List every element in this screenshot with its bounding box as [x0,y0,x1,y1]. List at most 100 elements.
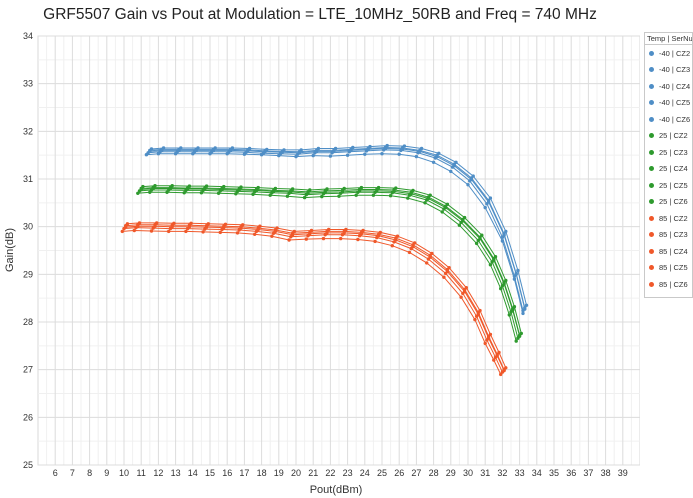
data-point [423,201,427,205]
data-point [511,308,515,312]
legend-item[interactable]: 25 | CZ6 [645,194,692,211]
data-point [409,192,413,196]
legend-item[interactable]: 85 | CZ6 [645,276,692,293]
data-point [258,224,262,228]
data-point [280,150,284,154]
data-point [294,154,298,159]
legend-label: -40 | CZ3 [659,65,691,75]
x-tick-label: 24 [360,468,370,478]
data-point [239,185,243,189]
x-tick-label: 31 [480,468,490,478]
data-point [497,350,501,355]
data-point [290,187,295,191]
x-tick-label: 37 [583,468,593,478]
data-point [411,245,415,249]
legend-item[interactable]: -40 | CZ4 [645,78,692,95]
x-tick-label: 11 [137,468,146,478]
legend-item[interactable]: 85 | CZ2 [645,210,692,227]
legend-item[interactable]: 25 | CZ3 [645,144,692,161]
x-tick-label: 26 [394,468,404,478]
x-tick-label: 15 [205,468,215,478]
data-point [419,146,424,151]
data-point [504,366,508,370]
legend-item[interactable]: 85 | CZ4 [645,243,692,260]
data-point [461,219,465,223]
data-point [356,237,360,242]
data-point [141,184,145,189]
legend-item[interactable]: 85 | CZ3 [645,227,692,244]
x-tick-label: 17 [239,468,249,478]
legend-item[interactable]: 25 | CZ5 [645,177,692,194]
data-point [327,227,331,232]
data-point [149,229,154,233]
legend-label: 85 | CZ5 [659,263,688,273]
data-point [203,187,207,191]
data-point [339,236,343,241]
data-point [504,229,508,234]
data-point [185,187,190,191]
data-point [402,144,407,148]
data-point [473,317,477,322]
data-point [302,195,307,200]
legend-item[interactable]: 25 | CZ2 [645,128,692,145]
legend-item[interactable]: 85 | CZ5 [645,260,692,277]
data-point [442,275,446,279]
data-point [469,177,474,182]
data-point [354,193,358,197]
x-tick-label: 22 [325,468,335,478]
data-point [492,258,496,262]
x-tick-label: 34 [532,468,542,478]
data-point [306,191,310,195]
series-13 [122,225,505,374]
data-point [406,196,410,200]
data-point [287,238,291,242]
data-point [325,187,329,191]
data-point [368,144,372,149]
data-point [516,268,520,273]
data-point [464,286,468,290]
data-point [435,154,439,159]
legend-label: -40 | CZ5 [659,98,691,108]
data-point [418,149,422,154]
legend-label: -40 | CZ4 [659,81,691,91]
series-lines [120,143,529,377]
data-point [371,193,376,197]
data-point [151,186,155,191]
data-point [351,145,355,150]
legend-label: 85 | CZ3 [659,230,688,240]
data-point [220,187,224,192]
data-point [321,236,326,241]
data-point [437,151,441,155]
data-point [271,189,276,194]
y-tick-label: 30 [23,222,33,232]
legend-item[interactable]: -40 | CZ5 [645,95,692,112]
legend-swatch [649,281,654,287]
data-point [392,189,396,194]
data-point [187,225,192,229]
data-point [218,230,222,235]
data-point [366,147,370,152]
data-point [228,148,233,153]
data-point [328,154,333,158]
legend-item[interactable]: -40 | CZ6 [645,111,692,128]
data-point [153,224,157,228]
data-point [486,200,491,204]
legend-item[interactable]: -40 | CZ3 [645,62,692,79]
series-line [148,149,524,311]
data-point [239,226,243,230]
x-tick-label: 35 [549,468,559,478]
legend-swatch [649,50,654,56]
series-8 [137,188,520,340]
x-axis-label: Pout(dBm) [310,484,363,496]
legend-item[interactable]: -40 | CZ2 [645,45,692,62]
legend-swatch [649,100,654,106]
data-point [488,332,493,337]
legend-swatch [649,149,654,155]
legend-swatch [649,182,654,188]
data-point [383,146,388,151]
data-point [342,186,346,191]
data-point [493,255,498,259]
legend-title: Temp | SerNum [645,33,692,45]
legend-item[interactable]: 25 | CZ4 [645,161,692,178]
data-point [289,190,293,194]
